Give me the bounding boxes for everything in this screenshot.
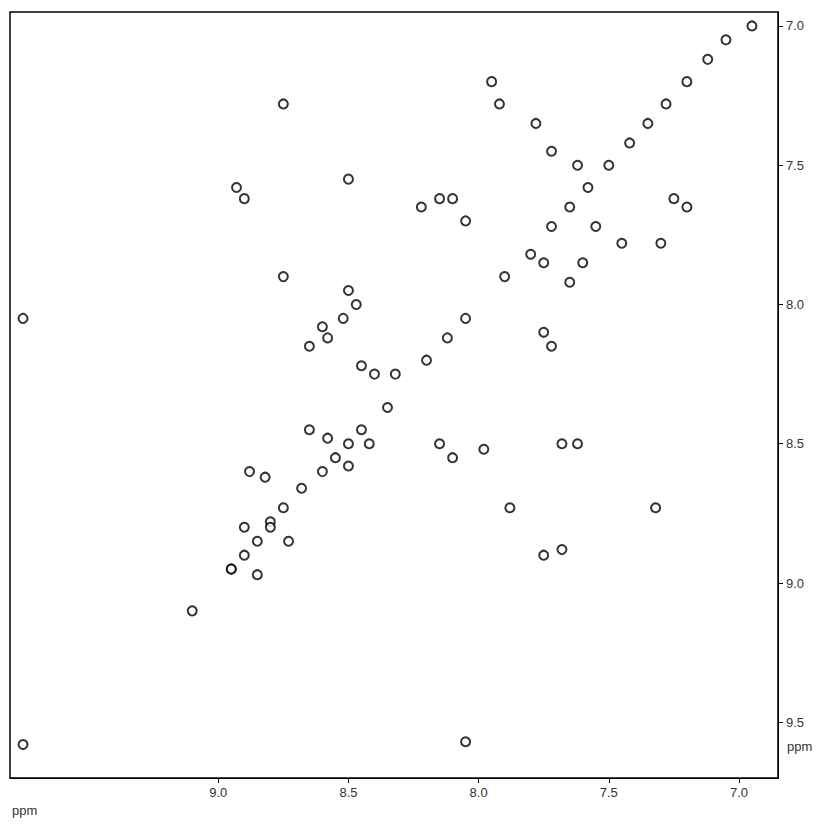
svg-text:8.5: 8.5 <box>786 436 804 451</box>
svg-text:7.0: 7.0 <box>730 785 748 800</box>
svg-text:7.0: 7.0 <box>786 18 804 33</box>
svg-text:7.5: 7.5 <box>600 785 618 800</box>
svg-text:8.5: 8.5 <box>339 785 357 800</box>
svg-text:9.0: 9.0 <box>209 785 227 800</box>
svg-text:ppm: ppm <box>787 739 812 754</box>
svg-text:ppm: ppm <box>12 803 37 818</box>
svg-text:9.5: 9.5 <box>786 715 804 730</box>
svg-text:8.0: 8.0 <box>786 297 804 312</box>
svg-text:9.0: 9.0 <box>786 576 804 591</box>
svg-text:8.0: 8.0 <box>470 785 488 800</box>
svg-text:7.5: 7.5 <box>786 158 804 173</box>
